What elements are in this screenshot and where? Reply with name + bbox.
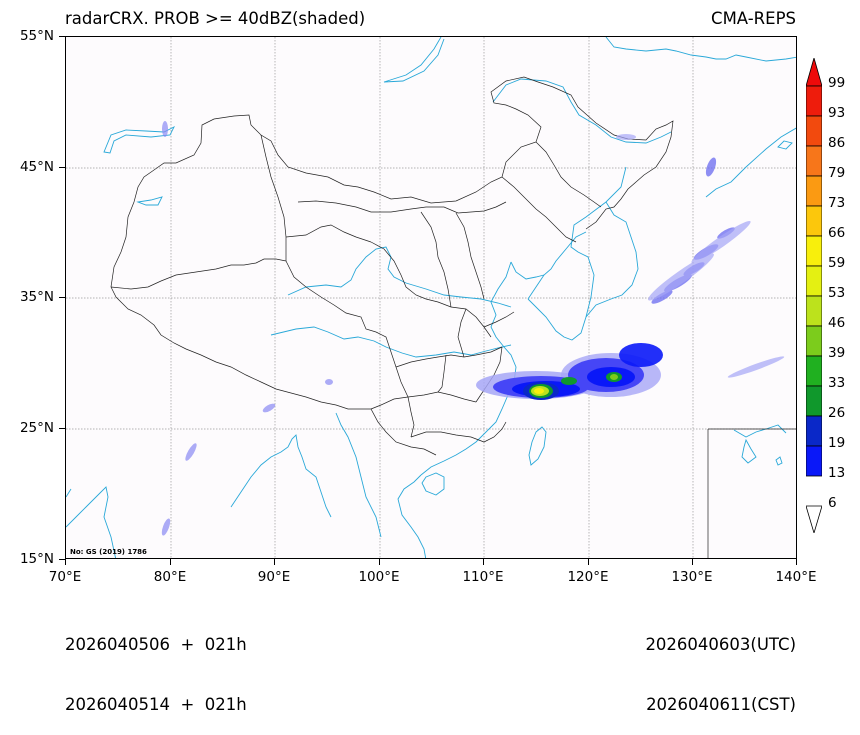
y-tick-mark [59, 428, 65, 429]
x-tick-mark [588, 559, 589, 565]
x-tick-100e: 100°E [358, 569, 400, 585]
x-tick-110e: 110°E [462, 569, 504, 585]
colorbar-label: 39 [828, 345, 846, 361]
graticule [66, 37, 796, 558]
x-tick-70e: 70°E [48, 569, 82, 585]
chart-title: radarCRX. PROB >= 40dBZ(shaded) [65, 9, 366, 28]
init-time-cst: 2026040514 + 021h [65, 695, 247, 714]
colorbar-label: 66 [828, 225, 846, 241]
colorbar-label: 46 [828, 315, 846, 331]
x-tick-mark [170, 559, 171, 565]
x-tick-mark [796, 559, 797, 565]
x-tick-140e: 140°E [775, 569, 817, 585]
probability-shading [161, 121, 785, 536]
init-time-utc: 2026040506 + 021h [65, 635, 247, 654]
colorbar-label: 99 [828, 75, 846, 91]
colorbar-label: 79 [828, 165, 846, 181]
colorbar-extend-max-arrow [805, 56, 823, 87]
y-tick-55n: 55°N [19, 28, 54, 44]
y-tick-mark [59, 36, 65, 37]
colorbar-label: 19 [828, 435, 846, 451]
x-tick-130e: 130°E [671, 569, 713, 585]
colorbar-label: 33 [828, 375, 846, 391]
x-tick-mark [274, 559, 275, 565]
y-tick-mark [59, 297, 65, 298]
colorbar-label: 93 [828, 105, 846, 121]
x-tick-mark [379, 559, 380, 565]
colorbar-label: 86 [828, 135, 846, 151]
map-canvas [66, 37, 796, 558]
x-tick-120e: 120°E [567, 569, 609, 585]
map-approval-number: No: GS (2019) 1786 [70, 548, 147, 556]
valid-time-block: 2026040603(UTC) 2026040611(CST) [645, 595, 796, 735]
y-tick-15n: 15°N [19, 551, 54, 567]
x-tick-mark [65, 559, 66, 565]
colorbar-label: 13 [828, 465, 846, 481]
x-tick-mark [692, 559, 693, 565]
x-tick-90e: 90°E [257, 569, 291, 585]
province-borders [110, 76, 796, 558]
y-tick-mark [59, 559, 65, 560]
colorbar-label: 73 [828, 195, 846, 211]
colorbar-label: 59 [828, 255, 846, 271]
y-tick-45n: 45°N [19, 159, 54, 175]
y-tick-25n: 25°N [19, 420, 54, 436]
colorbar-label: 6 [828, 495, 837, 511]
x-tick-80e: 80°E [153, 569, 187, 585]
valid-time-utc: 2026040603(UTC) [645, 635, 796, 654]
model-name: CMA-REPS [711, 9, 796, 28]
y-tick-35n: 35°N [19, 289, 54, 305]
colorbar-label: 26 [828, 405, 846, 421]
coastlines-and-rivers [66, 37, 796, 558]
colorbar [805, 56, 823, 537]
x-tick-mark [483, 559, 484, 565]
colorbar-label: 53 [828, 285, 846, 301]
colorbar-graphic [805, 56, 823, 535]
colorbar-extend-min-arrow [805, 505, 823, 535]
y-tick-mark [59, 167, 65, 168]
valid-time-cst: 2026040611(CST) [646, 695, 796, 714]
map-plot-area: No: GS (2019) 1786 [65, 36, 797, 559]
init-time-block: 2026040506 + 021h 2026040514 + 021h [65, 595, 247, 735]
